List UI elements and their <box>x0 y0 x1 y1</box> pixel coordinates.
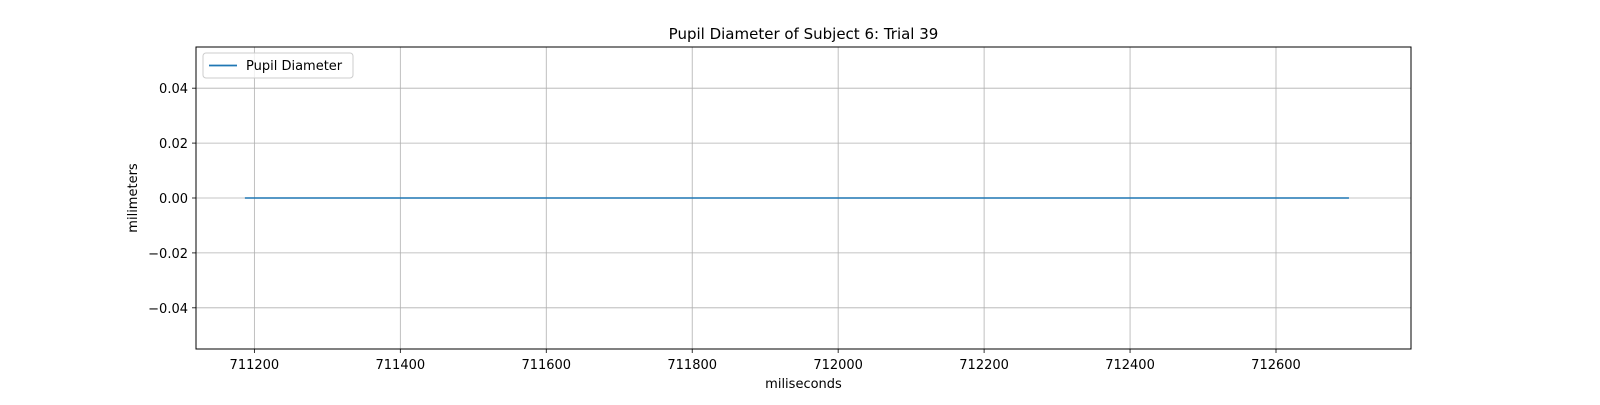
x-axis-ticks: 711200 711400 711600 711800 712000 712200 7124… <box>230 349 1301 373</box>
y-tick-label: −0.04 <box>148 302 188 317</box>
x-tick-label: 711800 <box>667 358 717 373</box>
x-tick-label: 712400 <box>1105 358 1155 373</box>
legend-box <box>202 52 354 79</box>
legend-label-pupil-diameter: Pupil Diameter <box>246 59 343 74</box>
y-axis-ticks: 0.04 0.02 0.00 −0.02 −0.04 <box>148 82 196 317</box>
y-tick-label: 0.02 <box>159 137 188 152</box>
x-tick-label: 711400 <box>376 358 426 373</box>
y-tick-label: −0.02 <box>148 247 188 262</box>
x-tick-label: 712200 <box>959 358 1009 373</box>
y-tick-label: 0.04 <box>159 82 188 97</box>
legend: Pupil Diameter <box>202 52 354 79</box>
x-axis-label: miliseconds <box>765 377 842 392</box>
x-tick-label: 712600 <box>1251 358 1301 373</box>
y-axis-label: milimeters <box>126 163 141 233</box>
chart-title: Pupil Diameter of Subject 6: Trial 39 <box>669 25 939 43</box>
x-tick-label: 711600 <box>521 358 571 373</box>
x-tick-label: 712000 <box>813 358 863 373</box>
x-tick-label: 711200 <box>230 358 280 373</box>
y-tick-label: 0.00 <box>159 192 188 207</box>
